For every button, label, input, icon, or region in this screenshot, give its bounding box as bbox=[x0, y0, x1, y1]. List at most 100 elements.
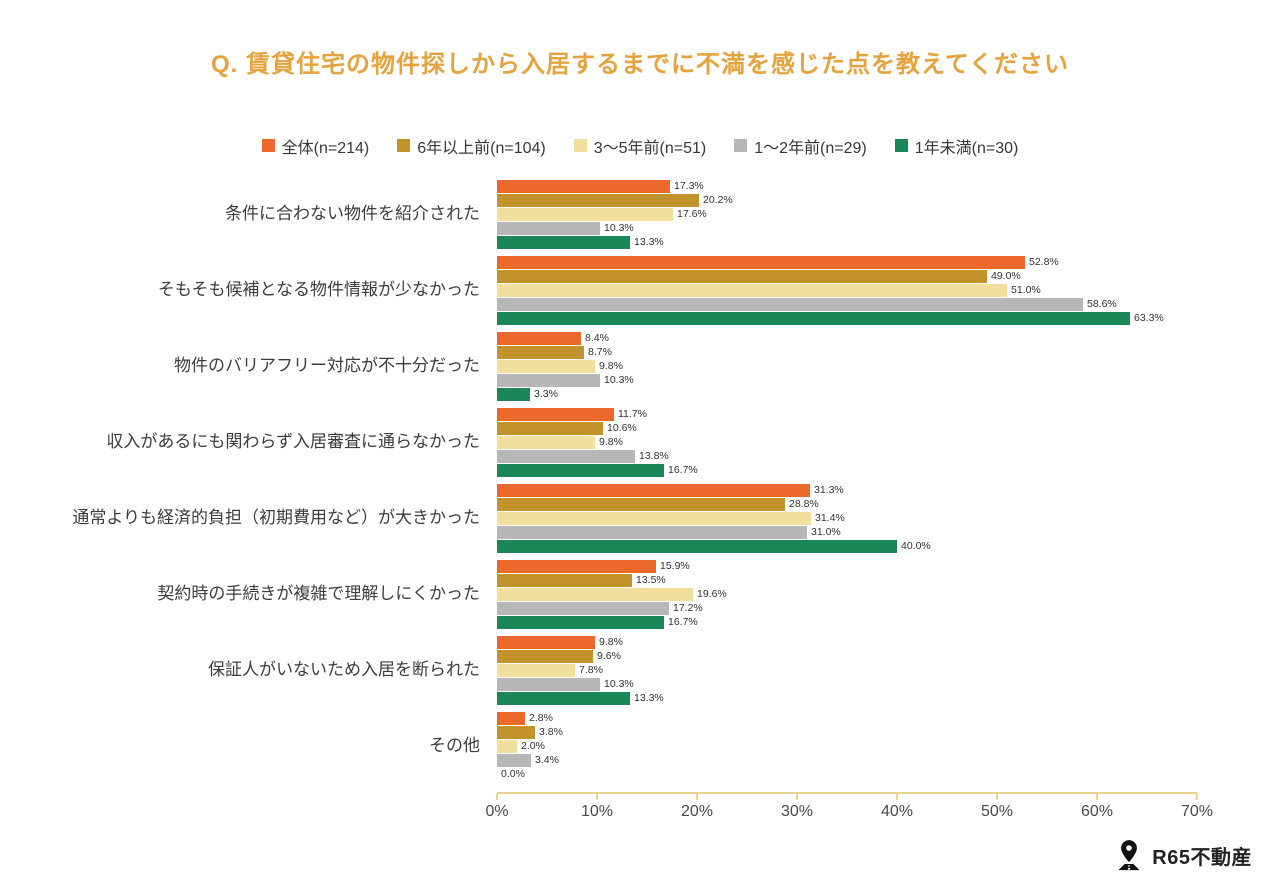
category-row-5: 契約時の手続きが複雑で理解しにくかった 15.9% 13.5% 19.6% 17.2% 1… bbox=[0, 559, 1280, 629]
bar-group-2: 8.4% 8.7% 9.8% 10.3% 3.3% bbox=[497, 331, 1280, 401]
bar-line-c0-s1: 20.2% bbox=[497, 193, 1280, 207]
bar-c3-s2 bbox=[497, 435, 595, 449]
value-label-c2-s3: 10.3% bbox=[604, 373, 634, 386]
legend-label-series-3: 1〜2年前(n=29) bbox=[754, 139, 867, 157]
bar-line-c7-s0: 2.8% bbox=[497, 711, 1280, 725]
legend-label-series-2: 3〜5年前(n=51) bbox=[593, 139, 707, 157]
value-label-c1-s3: 58.6% bbox=[1087, 297, 1117, 310]
bar-c2-s0 bbox=[497, 331, 581, 345]
x-axis-tick-label-7: 70% bbox=[1180, 802, 1214, 820]
value-label-c3-s2: 9.8% bbox=[599, 435, 623, 448]
legend: 全体(n=214) 6年以上前(n=104) 3〜5年前(n=51) 1〜2年前(n=… bbox=[0, 134, 1280, 158]
bar-c4-s1 bbox=[497, 497, 785, 511]
legend-swatch-series-2 bbox=[573, 139, 587, 153]
bar-line-c2-s3: 10.3% bbox=[497, 373, 1280, 387]
bar-c6-s2 bbox=[497, 663, 575, 677]
bar-c0-s3 bbox=[497, 221, 600, 235]
category-row-6: 保証人がいないため入居を断られた 9.8% 9.6% 7.8% 10.3% 13.3% bbox=[0, 635, 1280, 705]
bar-c6-s3 bbox=[497, 677, 600, 691]
legend-item-series-1: 6年以上前(n=104) bbox=[397, 134, 546, 158]
bar-line-c6-s0: 9.8% bbox=[497, 635, 1280, 649]
value-label-c1-s2: 51.0% bbox=[1011, 283, 1041, 296]
legend-item-series-0: 全体(n=214) bbox=[261, 134, 369, 158]
bar-line-c6-s4: 13.3% bbox=[497, 691, 1280, 705]
bar-line-c4-s2: 31.4% bbox=[497, 511, 1280, 525]
value-label-c4-s0: 31.3% bbox=[814, 483, 844, 496]
value-label-c6-s1: 9.6% bbox=[597, 649, 621, 662]
x-axis-tick-label-3: 30% bbox=[780, 802, 814, 820]
bar-c3-s0 bbox=[497, 407, 614, 421]
x-axis-tick-0 bbox=[496, 793, 498, 800]
value-label-c5-s3: 17.2% bbox=[673, 601, 703, 614]
value-label-c6-s0: 9.8% bbox=[599, 635, 623, 648]
value-label-c5-s4: 16.7% bbox=[668, 615, 698, 628]
category-label-6: 保証人がいないため入居を断られた bbox=[208, 659, 480, 679]
value-label-c7-s2: 2.0% bbox=[521, 739, 545, 752]
bar-line-c5-s4: 16.7% bbox=[497, 615, 1280, 629]
bar-c4-s2 bbox=[497, 511, 811, 525]
x-axis-tick-3 bbox=[796, 793, 798, 800]
bar-line-c3-s2: 9.8% bbox=[497, 435, 1280, 449]
value-label-c7-s0: 2.8% bbox=[529, 711, 553, 724]
x-axis-tick-label-4: 40% bbox=[880, 802, 914, 820]
value-label-c7-s3: 3.4% bbox=[535, 753, 559, 766]
bar-c6-s1 bbox=[497, 649, 593, 663]
x-axis-tick-label-2: 20% bbox=[680, 802, 714, 820]
bar-c1-s3 bbox=[497, 297, 1083, 311]
value-label-c5-s0: 15.9% bbox=[660, 559, 690, 572]
category-row-3: 収入があるにも関わらず入居審査に通らなかった 11.7% 10.6% 9.8% 13.8… bbox=[0, 407, 1280, 477]
category-row-7: その他 2.8% 3.8% 2.0% 3.4% 0.0% bbox=[0, 711, 1280, 781]
legend-swatch-series-1 bbox=[397, 139, 411, 153]
value-label-c2-s0: 8.4% bbox=[585, 331, 609, 344]
bar-line-c5-s1: 13.5% bbox=[497, 573, 1280, 587]
x-axis-tick-label-1: 10% bbox=[580, 802, 614, 820]
bar-line-c7-s2: 2.0% bbox=[497, 739, 1280, 753]
bar-line-c7-s4: 0.0% bbox=[497, 768, 1280, 781]
value-label-c0-s0: 17.3% bbox=[674, 179, 704, 192]
value-label-c4-s2: 31.4% bbox=[815, 511, 845, 524]
bar-c0-s1 bbox=[497, 193, 699, 207]
bar-c4-s0 bbox=[497, 483, 810, 497]
legend-swatch-series-3 bbox=[734, 139, 748, 153]
value-label-c3-s3: 13.8% bbox=[639, 449, 669, 462]
bar-group-5: 15.9% 13.5% 19.6% 17.2% 16.7% bbox=[497, 559, 1280, 629]
value-label-c3-s0: 11.7% bbox=[618, 407, 647, 420]
bar-line-c3-s1: 10.6% bbox=[497, 421, 1280, 435]
category-label-5: 契約時の手続きが複雑で理解しにくかった bbox=[157, 583, 480, 603]
bar-c5-s3 bbox=[497, 601, 669, 615]
bar-line-c5-s3: 17.2% bbox=[497, 601, 1280, 615]
bar-c2-s4 bbox=[497, 387, 530, 401]
bar-c1-s4 bbox=[497, 311, 1130, 325]
value-label-c0-s2: 17.6% bbox=[677, 207, 707, 220]
bar-line-c1-s0: 52.8% bbox=[497, 255, 1280, 269]
bar-c5-s0 bbox=[497, 559, 656, 573]
bar-c3-s3 bbox=[497, 449, 635, 463]
value-label-c5-s1: 13.5% bbox=[636, 573, 666, 586]
x-axis-tick-5 bbox=[996, 793, 998, 800]
bar-line-c4-s4: 40.0% bbox=[497, 539, 1280, 553]
bar-c5-s2 bbox=[497, 587, 693, 601]
x-axis-tick-7 bbox=[1196, 793, 1198, 800]
bar-c7-s2 bbox=[497, 739, 517, 753]
bar-line-c6-s1: 9.6% bbox=[497, 649, 1280, 663]
bar-line-c3-s3: 13.8% bbox=[497, 449, 1280, 463]
bar-line-c7-s1: 3.8% bbox=[497, 725, 1280, 739]
bar-line-c5-s2: 19.6% bbox=[497, 587, 1280, 601]
value-label-c2-s2: 9.8% bbox=[599, 359, 623, 372]
bar-group-4: 31.3% 28.8% 31.4% 31.0% 40.0% bbox=[497, 483, 1280, 553]
bar-line-c4-s1: 28.8% bbox=[497, 497, 1280, 511]
bar-c0-s4 bbox=[497, 235, 630, 249]
bar-c0-s0 bbox=[497, 179, 670, 193]
x-axis-tick-label-6: 60% bbox=[1080, 802, 1114, 820]
bar-line-c2-s4: 3.3% bbox=[497, 387, 1280, 401]
legend-swatch-series-0 bbox=[261, 139, 275, 153]
bar-line-c0-s3: 10.3% bbox=[497, 221, 1280, 235]
value-label-c4-s1: 28.8% bbox=[789, 497, 819, 510]
category-label-0: 条件に合わない物件を紹介された bbox=[225, 203, 480, 223]
category-label-3: 収入があるにも関わらず入居審査に通らなかった bbox=[106, 431, 480, 451]
bar-c7-s0 bbox=[497, 711, 525, 725]
legend-swatch-series-4 bbox=[894, 139, 908, 153]
bar-group-0: 17.3% 20.2% 17.6% 10.3% 13.3% bbox=[497, 179, 1280, 249]
chart-title: Q. 賃貸住宅の物件探しから入居するまでに不満を感じた点を教えてください bbox=[210, 51, 1070, 78]
